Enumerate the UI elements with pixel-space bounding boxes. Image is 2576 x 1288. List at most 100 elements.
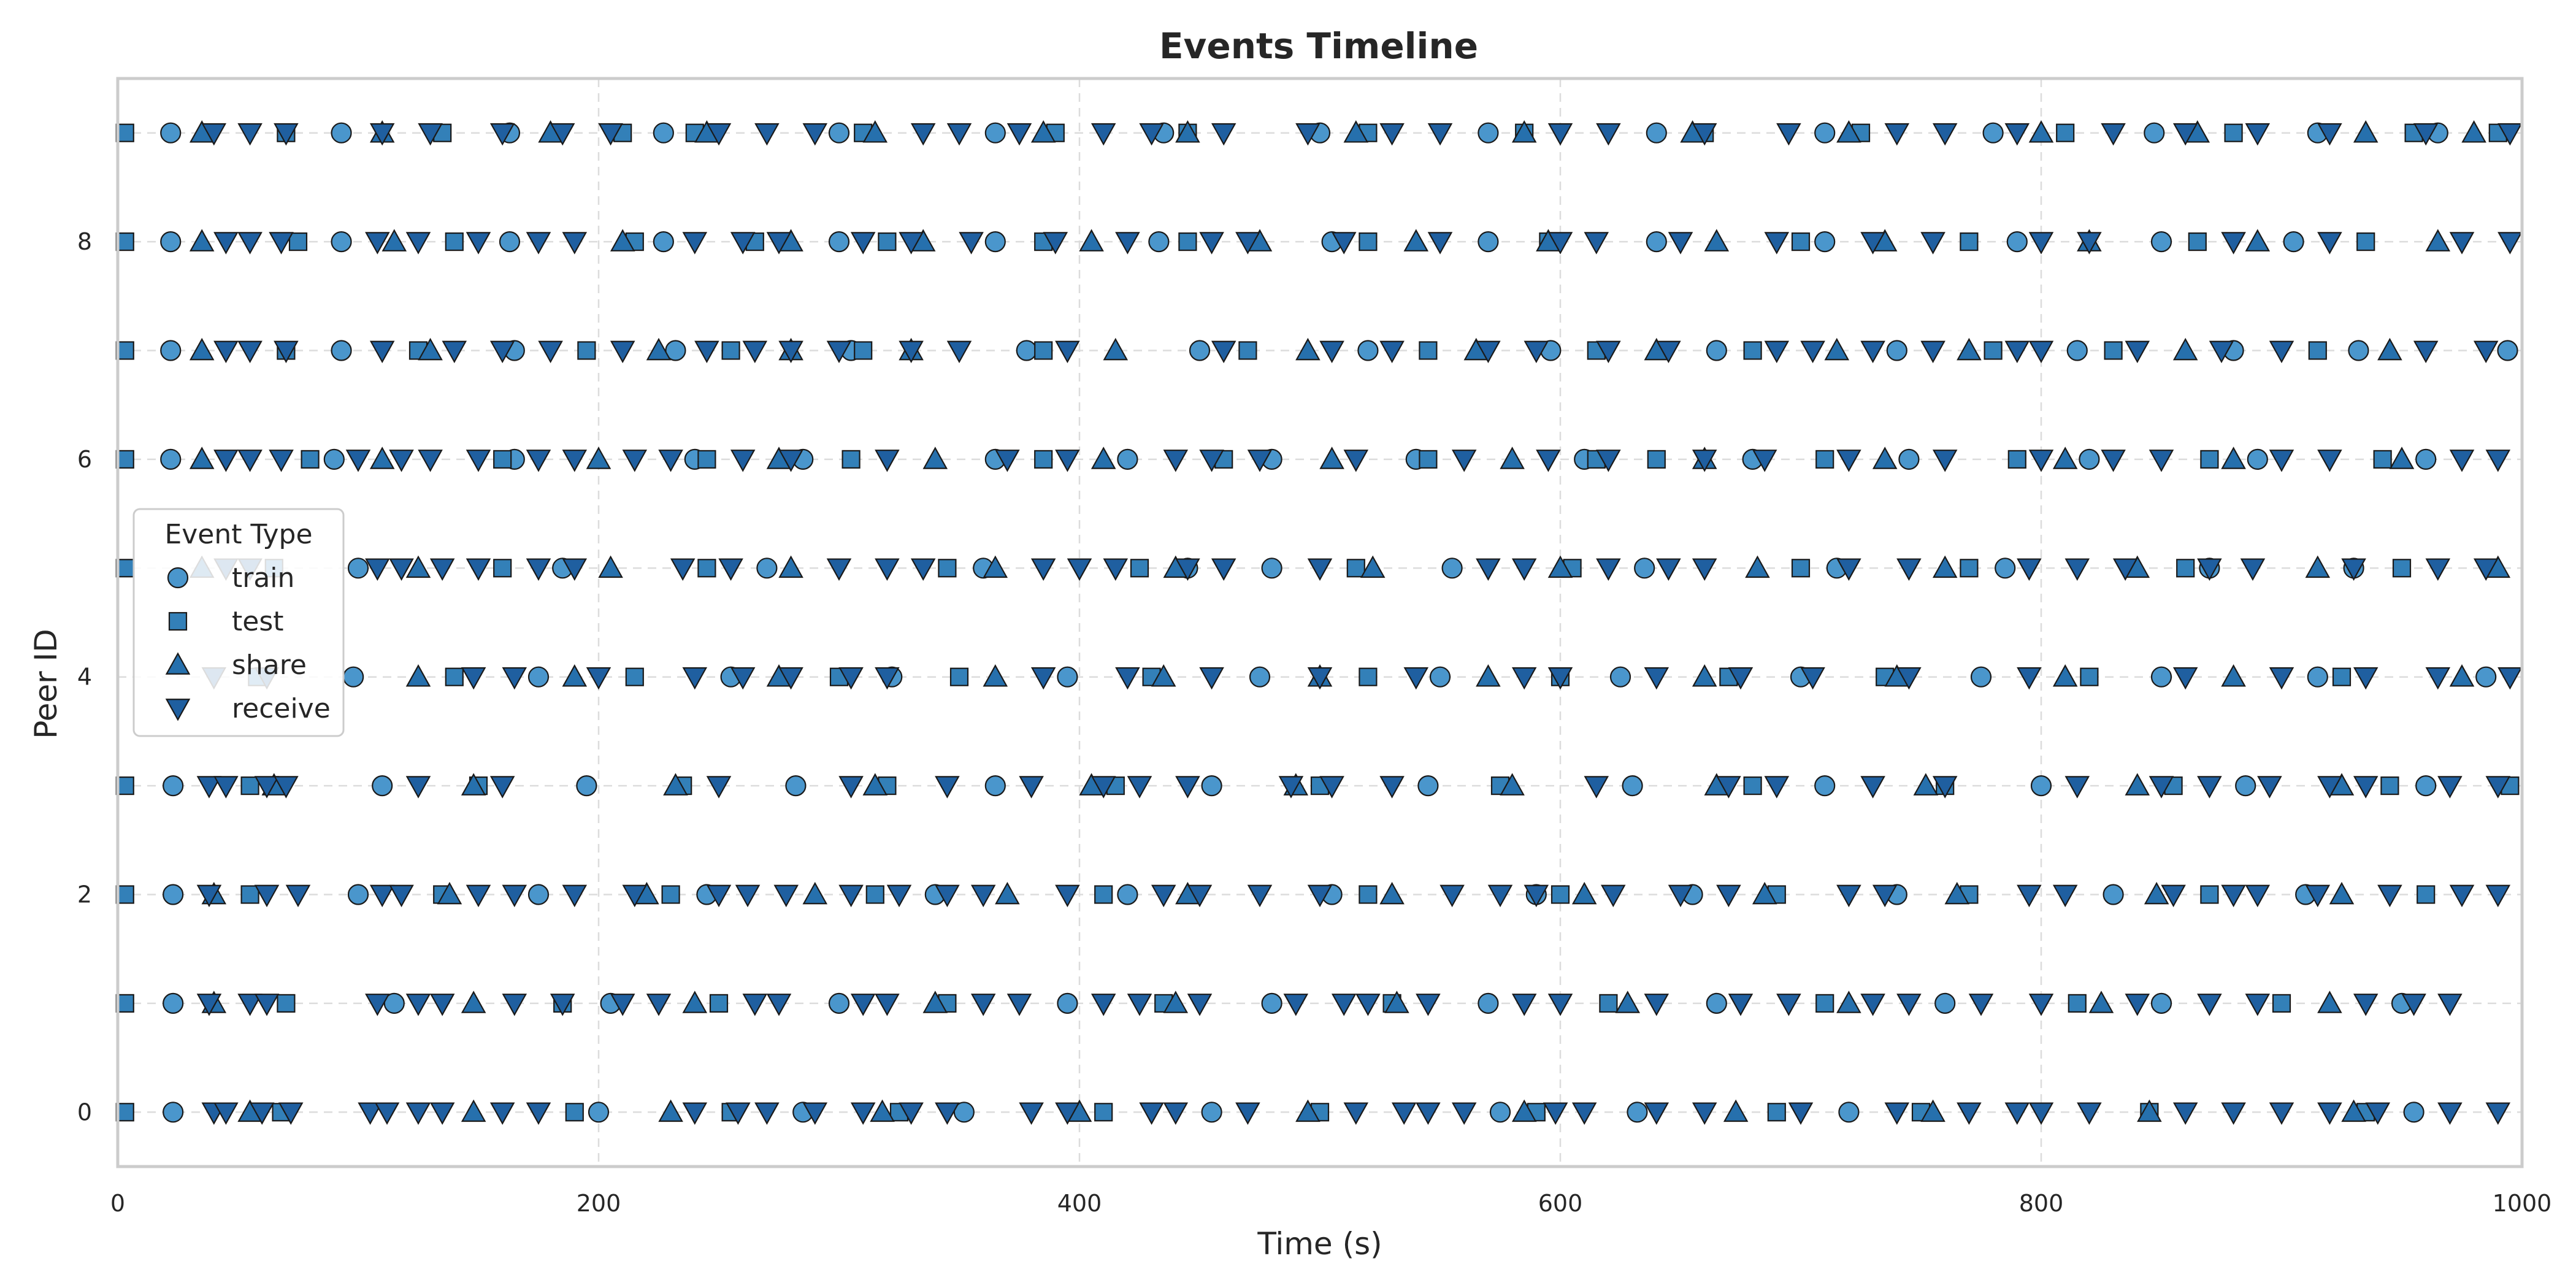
series-train (160, 122, 2518, 1123)
x-tick-label: 400 (1057, 1190, 1102, 1217)
train-point (1934, 992, 1956, 1014)
train-point (1201, 775, 1222, 797)
receive-point (2365, 1102, 2391, 1125)
receive-point (742, 994, 768, 1016)
receive-point (502, 884, 527, 908)
receive-point (2425, 667, 2451, 690)
train-point (2150, 666, 2172, 688)
receive-point (365, 994, 390, 1016)
share-point (418, 337, 443, 361)
receive-point (2341, 558, 2366, 581)
test-point (1960, 232, 1979, 251)
receive-point (658, 450, 683, 472)
train-point (1117, 884, 1138, 905)
receive-point (1728, 994, 1754, 1016)
share-point (2221, 664, 2246, 687)
receive-point (1283, 994, 1309, 1016)
receive-point (2125, 994, 2150, 1016)
test-point (1743, 341, 1762, 360)
receive-point (706, 884, 732, 908)
receive-point (1764, 232, 1790, 255)
receive-point (2353, 667, 2379, 690)
train-point (2497, 340, 2518, 361)
receive-point (694, 340, 719, 364)
receive-point (1776, 123, 1801, 146)
receive-point (1896, 558, 1922, 581)
share-point (189, 229, 215, 251)
receive-point (1836, 558, 1861, 581)
share-point (983, 555, 1008, 578)
receive-point (1427, 123, 1453, 146)
receive-point (2197, 776, 2222, 799)
share-point (1836, 120, 1861, 143)
receive-point (802, 1102, 828, 1125)
test-point (1346, 559, 1365, 578)
receive-point (2004, 340, 2030, 364)
share-point (598, 555, 623, 578)
test-point (1647, 450, 1666, 469)
receive-point (1596, 558, 1621, 581)
receive-point (2245, 884, 2271, 908)
train-point (2403, 1102, 2425, 1123)
train-point (163, 884, 184, 905)
receive-point (1175, 776, 1200, 799)
receive-point (1932, 776, 1958, 799)
receive-point (1006, 994, 1032, 1016)
receive-point (1644, 1102, 1669, 1125)
test-point (301, 450, 320, 469)
data-points (115, 120, 2523, 1125)
receive-point (2485, 776, 2511, 799)
receive-point (1379, 340, 1405, 364)
receive-point (358, 1102, 383, 1125)
receive-point (1656, 340, 1681, 364)
share-point (1824, 337, 1850, 361)
receive-point (1139, 123, 1164, 146)
receive-point (754, 1102, 780, 1125)
receive-point (1920, 232, 1945, 255)
legend-marker-receive (165, 699, 191, 721)
train-point (1706, 340, 1727, 361)
receive-point (670, 558, 696, 581)
receive-point (1596, 340, 1621, 364)
share-point (2028, 120, 2054, 143)
receive-point (1319, 776, 1344, 799)
receive-point (274, 123, 299, 146)
share-point (1752, 881, 1777, 905)
train-point (1441, 558, 1463, 579)
share-point (1745, 555, 1770, 578)
train-point (2030, 775, 2052, 797)
receive-point (2172, 667, 2198, 690)
receive-point (875, 994, 900, 1016)
share-point (682, 991, 708, 1013)
train-point (1838, 1102, 1860, 1123)
test-point (2068, 994, 2087, 1013)
legend-label-test: test (232, 606, 284, 637)
receive-point (254, 776, 280, 799)
test-point (1815, 450, 1834, 469)
test-point (1359, 885, 1378, 904)
receive-point (1307, 884, 1333, 908)
legend-label-train: train (232, 562, 294, 594)
receive-point (489, 340, 515, 364)
share-point (1360, 555, 1386, 578)
receive-point (2161, 884, 2186, 908)
receive-point (2028, 994, 2054, 1016)
test-point (1359, 667, 1378, 686)
train-point (160, 448, 182, 470)
train-point (2307, 666, 2328, 688)
test-point (493, 450, 512, 469)
test-point (1419, 341, 1438, 360)
train-point (323, 448, 345, 470)
receive-point (237, 340, 263, 364)
test-point (1960, 559, 1979, 578)
share-point (2052, 664, 2078, 687)
share-point (1932, 555, 1958, 578)
receive-point (213, 776, 239, 799)
legend: Event Type train test share receive (132, 508, 345, 737)
train-point (2006, 231, 2028, 253)
receive-point (2064, 776, 2090, 799)
receive-point (838, 776, 864, 799)
receive-point (2064, 558, 2090, 581)
receive-point (1836, 450, 1861, 472)
